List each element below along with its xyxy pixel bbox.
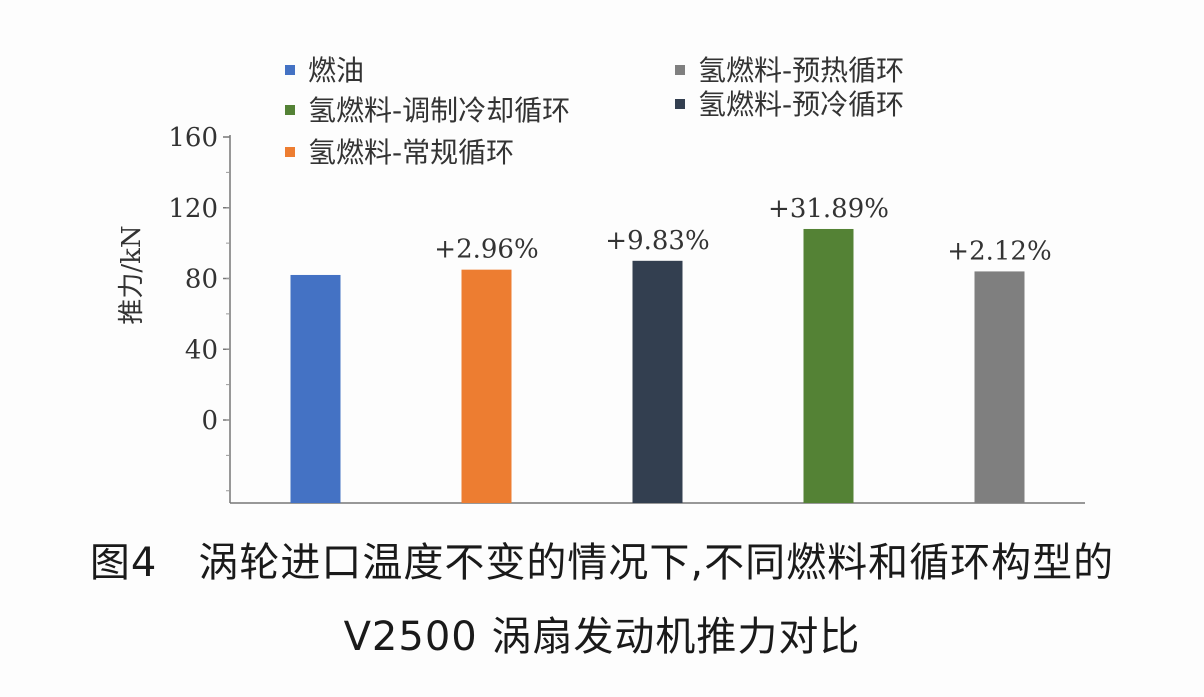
bar-4 <box>803 228 854 503</box>
bar-3 <box>632 260 683 503</box>
y-tick-label: 0 <box>201 406 218 436</box>
legend-swatch <box>675 99 685 109</box>
y-axis-label: 推力/kN <box>117 225 147 324</box>
bar-chart: 160 120 80 40 0 推力/kN +2.96% +9.83% +31.89% +2.12… <box>117 54 1085 504</box>
legend-swatch <box>285 65 295 75</box>
legend-label: 氢燃料-常规循环 <box>308 136 514 169</box>
bar-annotation: +9.83% <box>605 226 709 256</box>
bar-annotation: +31.89% <box>768 194 889 224</box>
legend-label: 燃油 <box>308 54 364 87</box>
legend-label: 氢燃料-预热循环 <box>698 54 904 87</box>
bar-5 <box>974 271 1025 503</box>
legend-swatch <box>675 65 685 75</box>
y-tick-label: 120 <box>168 194 218 224</box>
legend-swatch <box>285 105 295 115</box>
figure-caption-line1: 图4 涡轮进口温度不变的情况下,不同燃料和循环构型的 <box>89 540 1115 586</box>
bar-1 <box>290 274 341 503</box>
bar-2 <box>461 269 512 503</box>
legend-label: 氢燃料-预冷循环 <box>698 88 904 121</box>
bar-annotation: +2.12% <box>947 236 1051 266</box>
y-tick-label: 40 <box>185 335 218 365</box>
legend-label: 氢燃料-调制冷却循环 <box>308 94 570 127</box>
y-tick-label: 160 <box>168 123 218 153</box>
y-tick-label: 80 <box>185 265 218 295</box>
bar-annotation: +2.96% <box>434 235 538 265</box>
legend-swatch <box>285 147 295 157</box>
figure-caption-line2: V2500 涡扇发动机推力对比 <box>343 614 861 660</box>
